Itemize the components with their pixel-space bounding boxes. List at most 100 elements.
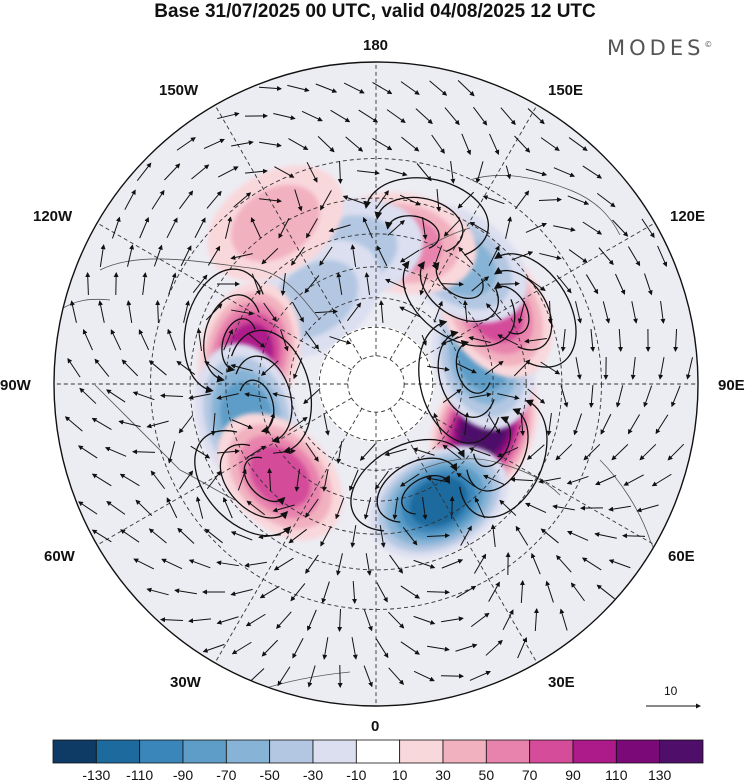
wind-vector [205,303,223,321]
wind-vector [99,244,106,267]
wind-vector [415,108,433,125]
wind-vector [161,558,183,570]
wind-vector [519,580,525,604]
wind-vector [106,501,126,515]
wind-vector [413,615,436,625]
lon-label-60e: 60E [668,548,695,565]
wind-vector [192,274,208,293]
positive-anomaly-11 [207,165,344,281]
wind-vector [166,497,178,519]
wind-vector [456,585,477,599]
wind-vector [164,163,181,181]
wind-vector [207,245,221,266]
wind-vector [594,532,617,539]
wind-vector [188,618,211,624]
lon-label-150w: 150W [159,82,199,99]
wind-vector [216,616,239,625]
wind-vector [375,638,389,659]
circulation-9 [230,329,313,455]
wind-vector [442,444,462,460]
wind-vector [174,588,197,595]
wind-vector [276,611,292,629]
colorbar: -130 -110 -90 -70 -50 -30 -10 10 30 50 70 90 110 130 [52,739,704,783]
streamlines [183,177,577,537]
streamline-3-1 [493,266,553,351]
wind-vector [347,302,362,322]
wind-vector [206,190,222,209]
wind-vector [583,443,601,461]
wind-vector [301,110,323,122]
wind-vector [400,585,421,599]
wind-vector [188,559,211,569]
wind-vector [204,528,223,544]
wind-vector [79,387,97,404]
wind-vector [274,166,295,178]
streamline-10-2 [243,456,286,506]
wind-vector [556,275,572,294]
circulation-5 [363,177,490,256]
wind-vector [627,246,641,267]
wind-vector [440,335,463,345]
wind-vector [552,504,575,511]
wind-vector [671,385,681,408]
wind-vector [497,393,520,400]
wind-vector [615,385,624,408]
wind-vector [70,300,77,323]
wind-vector [643,385,653,408]
wind-vector [540,528,559,544]
wind-vector [314,309,338,315]
wind-vector [230,588,253,597]
wind-vector [385,278,407,289]
wind-vector [359,443,376,461]
wind-vector [568,249,588,263]
colorbar-tick-label: 90 [565,767,581,783]
wind-vector [388,611,405,629]
wind-vector [305,442,319,462]
wind-vector [230,253,253,260]
wind-vector [135,499,153,517]
wind-vector [487,414,501,435]
wind-vector [475,161,484,184]
wind-vector [612,219,629,237]
wind-vector [464,412,470,435]
wind-vector [287,84,310,93]
coastline-0 [99,258,321,321]
wind-vector [399,306,421,318]
wind-vector [387,219,405,236]
wind-vector [160,393,184,399]
wind-vector [416,163,432,182]
wind-vector [517,636,528,659]
wind-vector [590,329,596,352]
colorbar-swatch [355,739,401,764]
streamline-8-1 [203,294,260,383]
modes-logo: MODES© [607,36,712,60]
wind-vector [237,468,247,491]
wind-vector [343,82,365,94]
colorbar-swatch [615,739,661,764]
wind-vector [449,496,455,520]
brand-name: MODES [607,36,705,60]
wind-vector [520,412,526,436]
wind-vector [421,334,427,346]
wind-vector [426,533,450,539]
colorbar-swatch [572,739,617,764]
wind-vector [378,300,384,324]
colorbar-swatch [312,739,357,764]
wind-vector [203,138,225,150]
wind-vector [482,195,505,205]
wind-vector [317,136,335,153]
wind-vector [290,246,305,266]
wind-vector [330,109,351,123]
colorbar-swatch [659,739,704,764]
wind-vector [617,328,623,352]
wind-vector [231,140,254,147]
wind-vector [443,219,460,237]
wind-vector [440,281,464,287]
wind-vector [441,559,464,569]
lon-label-120w: 120W [33,208,73,225]
wind-vector [530,552,541,575]
wind-vector [292,302,304,323]
colorbar-swatch [52,739,97,764]
wind-vector [167,328,177,351]
wind-vector [427,365,450,372]
